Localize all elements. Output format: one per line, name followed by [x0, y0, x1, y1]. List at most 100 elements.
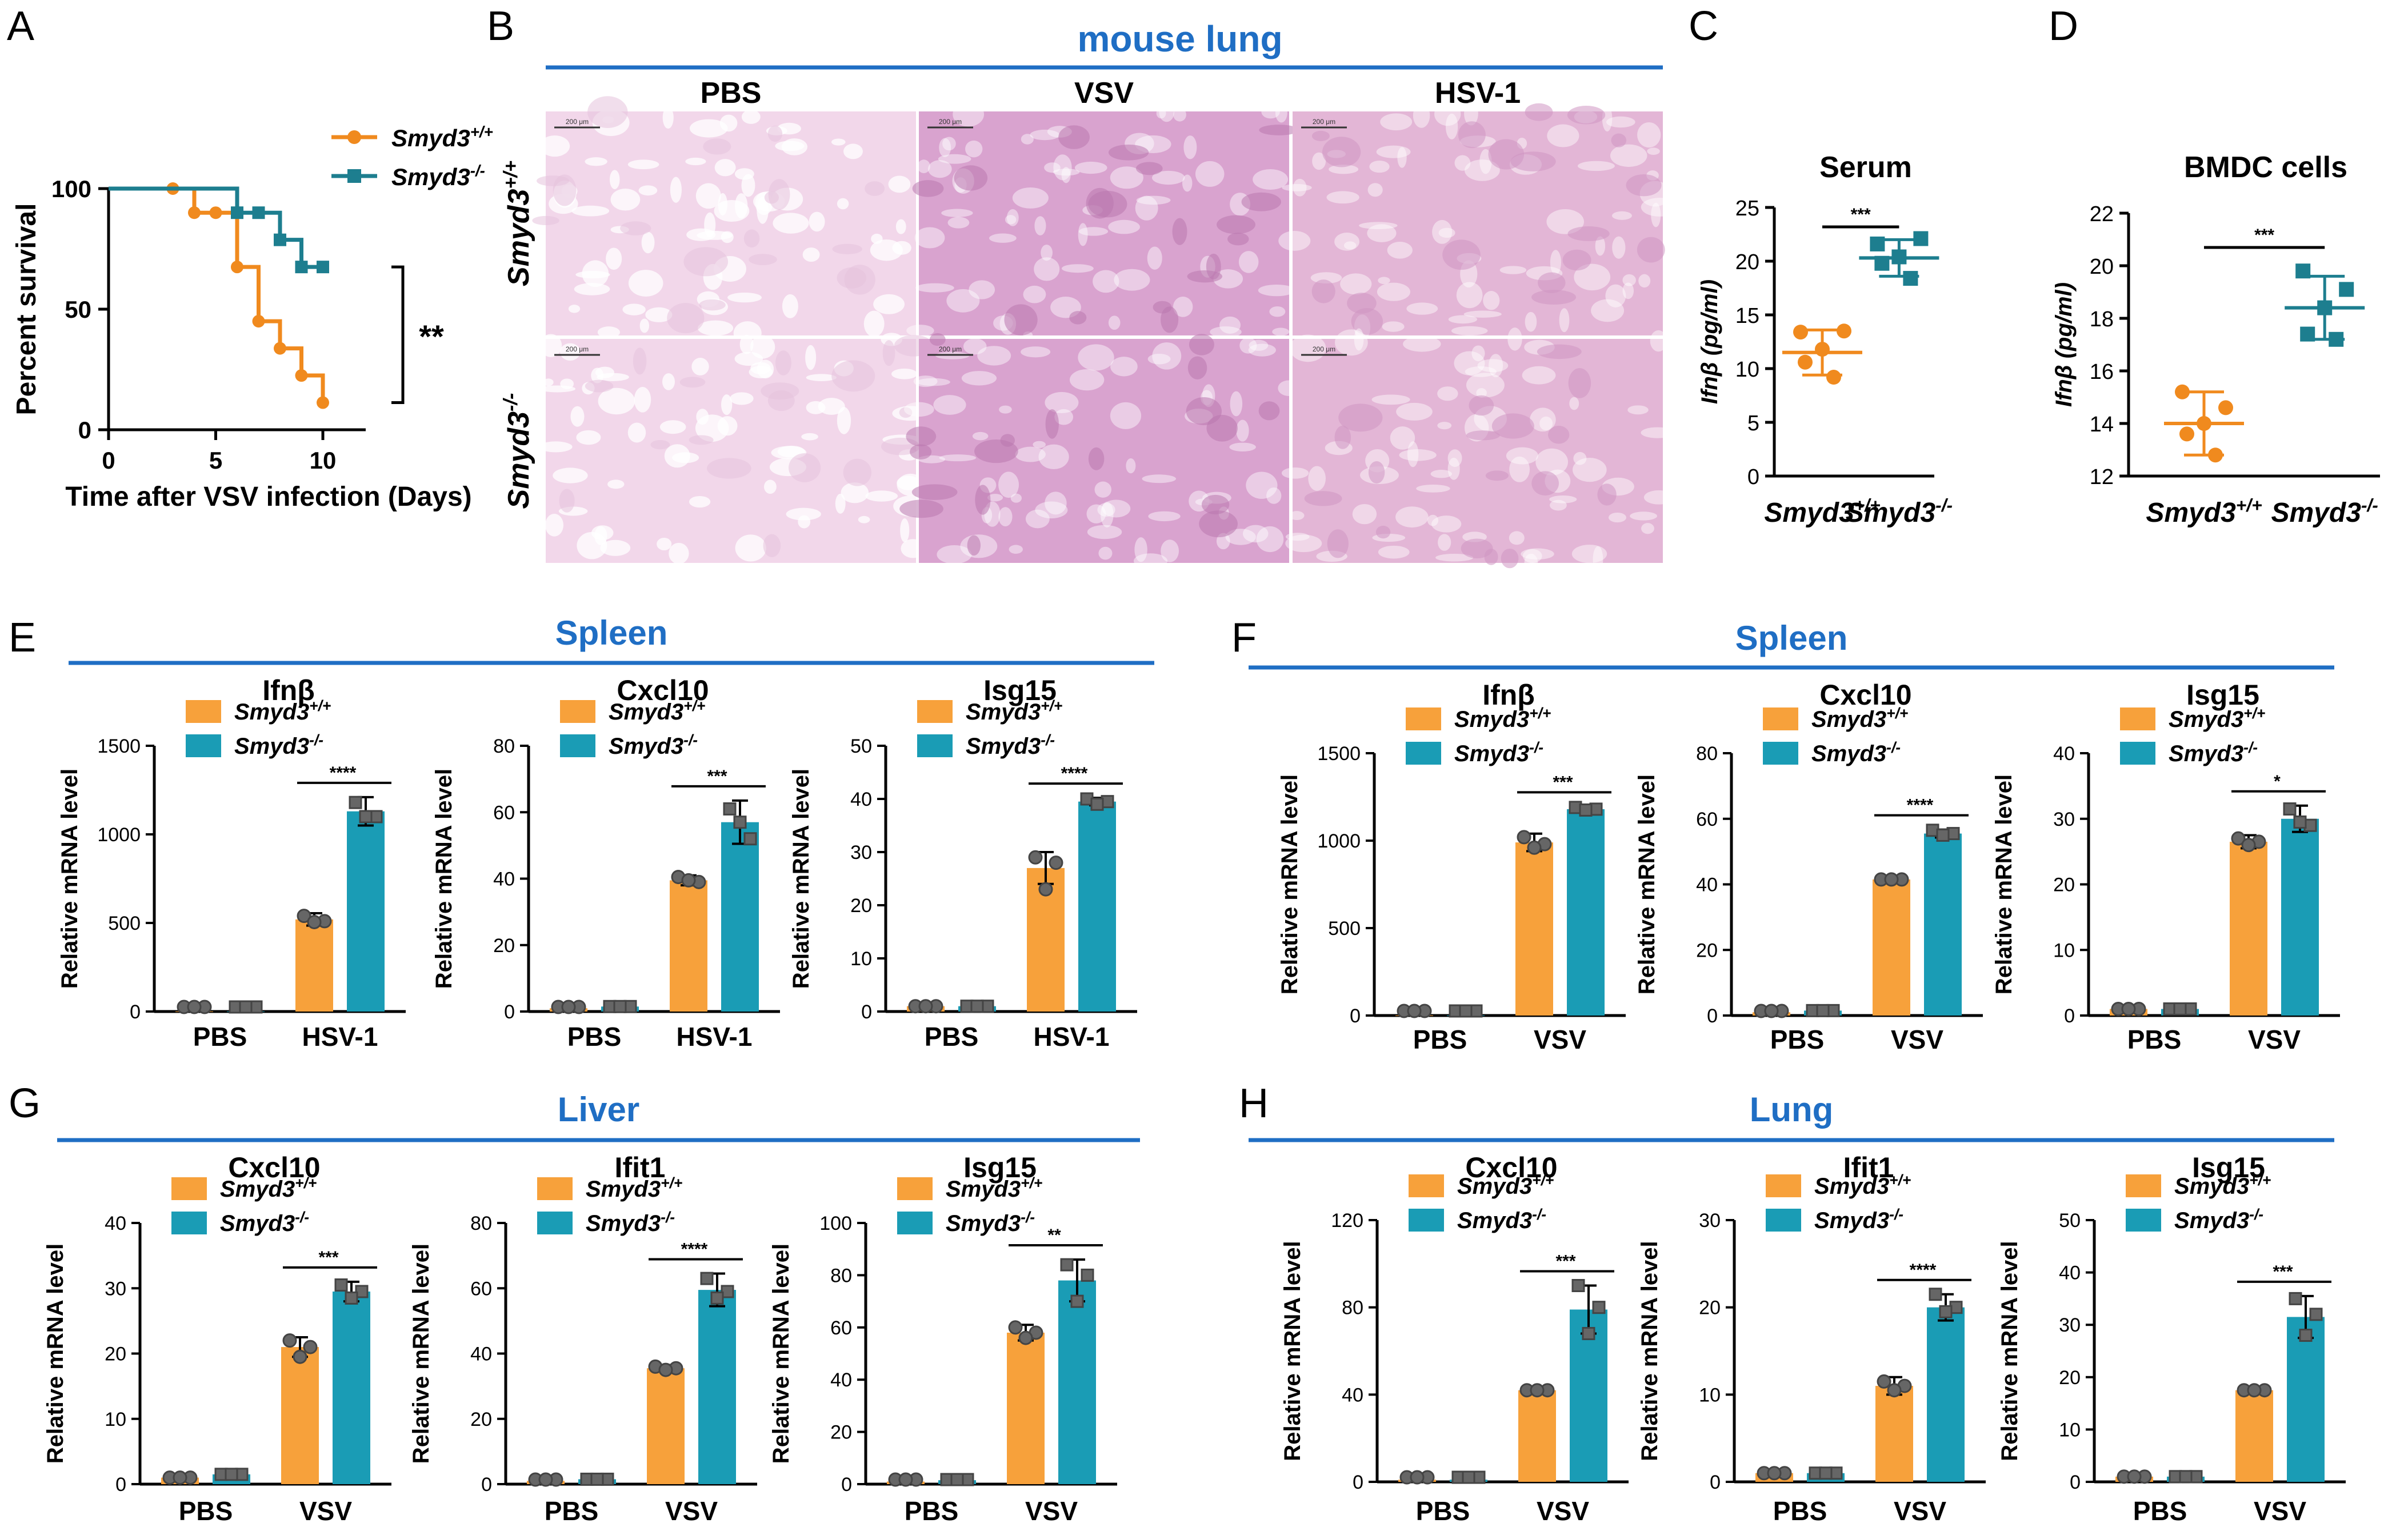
alveolar-space: [1416, 485, 1450, 493]
alveolar-space: [1447, 449, 1462, 467]
alveolar-space: [1044, 162, 1061, 173]
tissue-density: [537, 175, 569, 186]
scale-bar-label: 200 μm: [939, 345, 962, 353]
alveolar-space: [757, 197, 769, 224]
gene-name: Smyd3: [502, 189, 535, 286]
tissue-density: [1058, 125, 1090, 149]
data-point-circle: [2175, 384, 2190, 399]
alveolar-space: [1238, 251, 1259, 273]
y-axis-label: Relative mRNA level: [1991, 774, 2017, 994]
x-category-label: Smyd3+/+: [2146, 495, 2262, 528]
data-point-circle: [187, 1000, 202, 1014]
alveolar-space: [727, 293, 762, 303]
tissue-background: [1293, 339, 1663, 563]
alveolar-space: [685, 157, 706, 166]
scale-bar-label: 200 μm: [939, 118, 962, 126]
data-point-square: [1582, 1326, 1595, 1340]
data-point-circle: [2127, 1469, 2142, 1484]
data-point-circle: [918, 999, 933, 1014]
y-axis-label: Percent survival: [11, 203, 42, 415]
bar: [1875, 1386, 1913, 1482]
tissue-density: [1458, 121, 1486, 149]
y-tick-label: 80: [830, 1265, 852, 1286]
alveolar-space: [1638, 274, 1651, 288]
alveolar-space: [628, 270, 663, 297]
y-tick-label: 10: [2053, 940, 2075, 961]
alveolar-space: [1454, 351, 1485, 375]
data-point-circle: [1826, 370, 1841, 385]
bar: [1058, 1280, 1096, 1484]
alveolar-space: [1382, 321, 1405, 332]
x-category-label: VSV: [299, 1496, 352, 1524]
alveolar-space: [1038, 444, 1069, 470]
data-point-circle: [173, 1470, 187, 1485]
tissue-density: [1338, 403, 1383, 432]
tissue-density: [1311, 279, 1335, 303]
alveolar-space: [1010, 493, 1022, 503]
genotype-superscript: +/+: [1889, 1172, 1911, 1189]
tissue-density: [587, 96, 628, 129]
alveolar-space: [917, 159, 930, 174]
chart-title: Cxcl10: [1819, 679, 1911, 711]
data-point-square: [1939, 1305, 1953, 1318]
tissue-density: [974, 439, 1018, 463]
tissue-density: [1108, 144, 1149, 161]
scale-bar-label: 200 μm: [1313, 118, 1335, 126]
data-point-square: [1936, 828, 1950, 842]
alveolar-space: [1272, 327, 1290, 336]
alveolar-space: [1015, 446, 1046, 462]
alveolar-space: [1367, 183, 1383, 197]
y-tick-label: 500: [1328, 918, 1361, 940]
alveolar-space: [1407, 441, 1419, 467]
data-point-square: [1891, 249, 1907, 265]
alveolar-space: [939, 138, 951, 157]
alveolar-space: [638, 185, 658, 196]
data-point-circle: [538, 1472, 553, 1487]
y-tick-label: 100: [51, 175, 91, 202]
alveolar-space: [1371, 394, 1410, 405]
y-tick-label: 12: [2090, 465, 2114, 489]
alveolar-space: [697, 231, 733, 240]
alveolar-space: [1225, 529, 1256, 545]
legend-swatch: [897, 1212, 933, 1234]
genotype-superscript: +/+: [1041, 697, 1062, 714]
alveolar-space: [1310, 272, 1342, 284]
alveolar-space: [1093, 270, 1119, 293]
legend-swatch: [917, 700, 953, 723]
legend-swatch: [1766, 1174, 1801, 1197]
alveolar-space: [568, 305, 581, 313]
tissue-density: [1368, 461, 1385, 484]
alveolar-space: [1156, 107, 1166, 119]
survival-point-circle: [295, 369, 308, 382]
alveolar-space: [1559, 308, 1570, 333]
alveolar-space: [609, 170, 620, 189]
tissue-density: [699, 299, 726, 311]
y-tick-label: 15: [1735, 304, 1759, 328]
gene-name: Smyd3: [2169, 741, 2243, 766]
section-header: Spleen: [555, 614, 668, 652]
y-tick-label: 10: [105, 1409, 126, 1430]
alveolar-space: [1477, 359, 1509, 373]
alveolar-space: [865, 490, 898, 502]
data-point-square: [359, 810, 373, 824]
data-point-circle: [1815, 342, 1830, 357]
alveolar-space: [1437, 422, 1452, 430]
tissue-density: [761, 382, 799, 400]
alveolar-space: [1427, 514, 1439, 526]
data-point-circle: [282, 1333, 297, 1348]
y-tick-label: 20: [2090, 255, 2114, 279]
tissue-density: [775, 350, 791, 375]
alveolar-space: [1053, 154, 1072, 181]
genotype-superscript: +/+: [2249, 1172, 2271, 1189]
alveolar-space: [989, 233, 1017, 243]
tissue-density: [703, 138, 731, 155]
alveolar-space: [1547, 124, 1579, 147]
data-point-circle: [2241, 838, 2256, 853]
x-tick-label: 10: [310, 447, 337, 474]
alveolar-space: [1643, 490, 1674, 505]
y-tick-label: 30: [2059, 1314, 2081, 1336]
x-tick-label: 5: [209, 447, 222, 474]
tissue-density: [1186, 397, 1222, 425]
legend-entry: Smyd3-/-: [1454, 739, 1543, 766]
chart-title: BMDC cells: [2184, 151, 2347, 184]
